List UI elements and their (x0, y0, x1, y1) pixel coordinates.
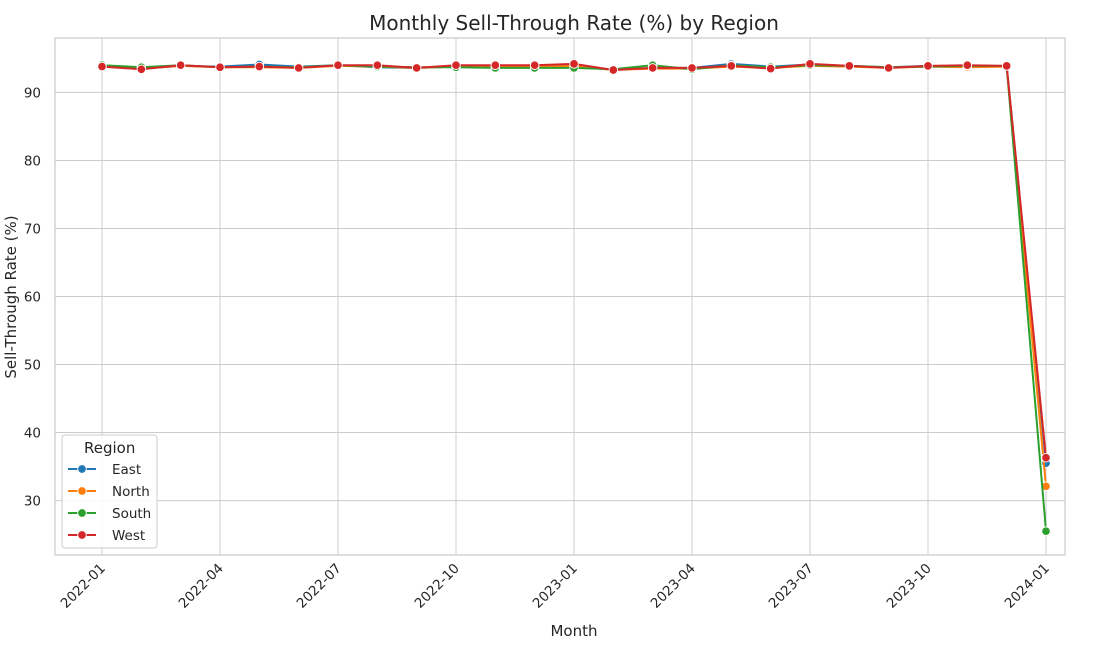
data-point-west (215, 62, 225, 73)
legend: Region East North South West (61, 434, 158, 549)
data-point-west (97, 61, 107, 72)
legend-marker-east (77, 464, 87, 474)
x-tick-label: 2022-07 (294, 561, 345, 612)
x-tick-label: 2023-07 (766, 561, 817, 612)
y-axis-label: Sell-Through Rate (%) (2, 215, 20, 378)
y-tick-label: 40 (24, 426, 41, 442)
data-point-west (962, 60, 973, 70)
x-axis-ticks: 2022-01 2022-04 2022-07 2022-10 2023-01 2023-… (58, 561, 1053, 612)
y-axis-ticks: 30 40 50 60 70 80 90 (24, 85, 41, 509)
legend-item-west: West (68, 528, 145, 544)
data-point-west (411, 63, 422, 73)
y-tick-label: 90 (24, 85, 41, 101)
legend-marker-west (77, 530, 87, 540)
x-tick-label: 2023-01 (530, 561, 581, 612)
data-point-west (608, 65, 619, 75)
data-point-west (293, 63, 304, 73)
data-point-west (1041, 452, 1051, 463)
grid (55, 38, 1065, 555)
x-tick-label: 2022-04 (176, 561, 227, 612)
x-tick-label: 2022-10 (412, 561, 463, 612)
x-tick-label: 2024-01 (1002, 561, 1053, 612)
data-point-west (687, 63, 697, 73)
data-point-west (451, 60, 461, 70)
y-tick-label: 50 (24, 358, 41, 374)
data-point-south (1041, 526, 1051, 536)
legend-item-north: North (68, 484, 150, 500)
legend-items: East North South West (68, 462, 151, 544)
legend-label-south: South (112, 506, 151, 522)
x-tick-label: 2022-01 (58, 561, 109, 612)
legend-box (61, 434, 158, 549)
y-tick-label: 80 (24, 153, 41, 169)
data-point-west (490, 60, 501, 70)
data-point-west (923, 61, 933, 71)
data-point-west (844, 61, 855, 71)
data-point-west (136, 64, 147, 75)
legend-item-east: East (68, 462, 141, 478)
y-tick-label: 70 (24, 221, 41, 237)
data-point-west (175, 60, 186, 70)
data-point-west (647, 63, 658, 73)
data-point-west (372, 60, 383, 70)
data-point-west (883, 63, 894, 73)
chart-title: Monthly Sell-Through Rate (%) by Region (369, 11, 779, 35)
data-point-west (333, 60, 343, 70)
x-tick-label: 2023-04 (648, 561, 699, 612)
legend-title: Region (84, 439, 135, 457)
data-point-west (254, 61, 265, 72)
data-point-west (805, 59, 815, 69)
data-point-west (1001, 61, 1012, 71)
series-west (97, 59, 1051, 463)
data-point-west (765, 63, 776, 74)
y-tick-label: 60 (24, 290, 41, 306)
series-layer (97, 59, 1051, 536)
x-axis-label: Month (550, 622, 597, 640)
data-point-west (569, 59, 579, 69)
legend-marker-north (77, 486, 87, 496)
legend-item-south: South (68, 506, 151, 522)
data-point-west (726, 61, 737, 71)
legend-label-west: West (112, 528, 145, 544)
legend-label-north: North (112, 484, 150, 500)
legend-marker-south (77, 508, 87, 518)
plot-area-frame (54, 37, 1066, 556)
x-tick-label: 2023-10 (884, 561, 935, 612)
data-point-west (529, 60, 540, 70)
legend-label-east: East (112, 462, 141, 478)
y-tick-label: 30 (24, 494, 41, 510)
